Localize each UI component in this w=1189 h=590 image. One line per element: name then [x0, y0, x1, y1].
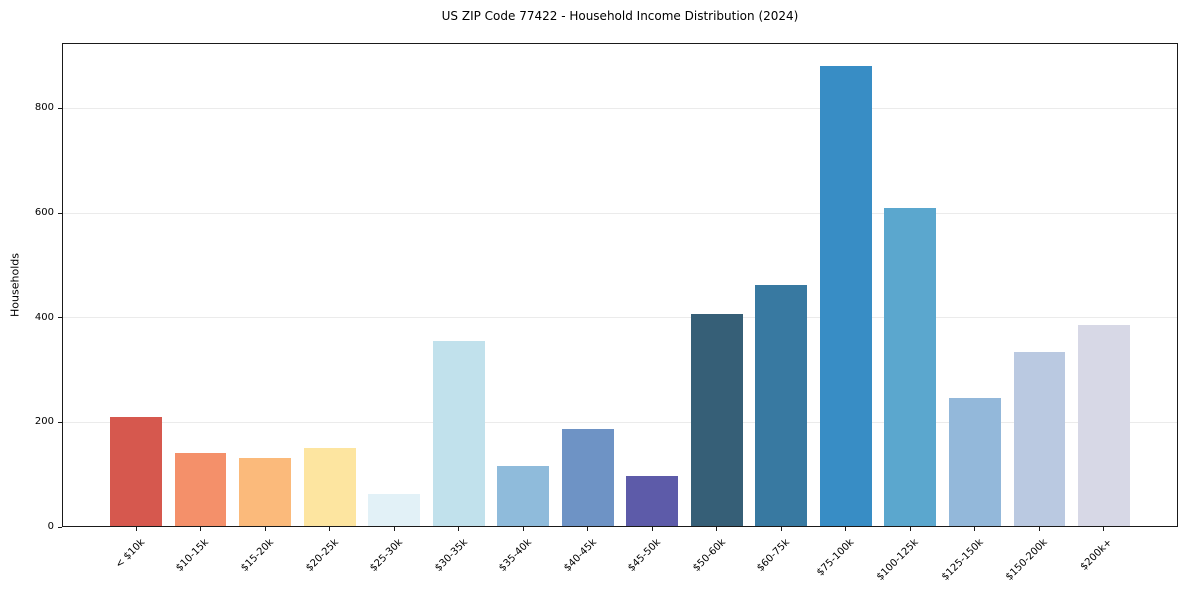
bar-$35-40k — [497, 465, 550, 527]
x-tick-label-$50-60k: $50-60k — [690, 537, 728, 574]
x-tick-$45-50k — [651, 527, 653, 531]
y-tick-200 — [58, 421, 62, 423]
bar-$200k+ — [1078, 325, 1130, 527]
bar-$45-50k — [626, 476, 679, 527]
gridline-y-200 — [62, 421, 1178, 423]
bar-$125-150k — [948, 398, 1001, 527]
bar-< $10k — [110, 416, 162, 527]
y-tick-label-600: 600 — [34, 207, 54, 219]
y-tick-label-0: 0 — [47, 521, 54, 532]
bar-$50-60k — [690, 314, 743, 527]
x-tick-label-$100-125k: $100-125k — [875, 537, 922, 583]
x-tick-$10-15k — [200, 527, 202, 531]
y-tick-600 — [58, 212, 62, 214]
bar-$150-200k — [1013, 352, 1066, 527]
y-tick-label-800: 800 — [34, 102, 54, 114]
x-tick-$200k+ — [1103, 527, 1105, 531]
x-tick-$60-75k — [780, 527, 782, 531]
bar-$20-25k — [303, 448, 356, 527]
gridline-y-600 — [62, 212, 1178, 214]
x-tick-$35-40k — [522, 527, 524, 531]
y-tick-400 — [58, 317, 62, 319]
x-tick-label-$15-20k: $15-20k — [239, 537, 276, 574]
gridline-y-400 — [62, 317, 1178, 319]
x-tick-label-$45-50k: $45-50k — [626, 537, 664, 574]
y-tick-0 — [58, 526, 62, 528]
x-tick-$20-25k — [329, 527, 331, 531]
bar-$100-125k — [884, 208, 937, 527]
x-tick-$50-60k — [716, 527, 718, 531]
x-tick-$30-35k — [458, 527, 460, 531]
x-tick-$150-200k — [1038, 527, 1040, 531]
x-tick-label-$75-100k: $75-100k — [815, 537, 857, 579]
x-tick-$15-20k — [264, 527, 266, 531]
x-tick-label-$60-75k: $60-75k — [755, 537, 793, 574]
x-tick-< $10k — [135, 527, 137, 531]
x-tick-$100-125k — [909, 527, 911, 531]
x-tick-$40-45k — [587, 527, 589, 531]
gridline-y-800 — [62, 107, 1178, 109]
y-tick-label-200: 200 — [34, 416, 54, 428]
x-tick-$25-30k — [393, 527, 395, 531]
x-tick-label-$150-200k: $150-200k — [1004, 537, 1051, 583]
y-tick-label-400: 400 — [34, 311, 54, 323]
bar-$40-45k — [561, 428, 614, 527]
bar-$25-30k — [368, 493, 420, 527]
x-tick-label-$125-150k: $125-150k — [939, 537, 986, 583]
x-tick-label-$25-30k: $25-30k — [368, 537, 406, 574]
x-tick-$75-100k — [845, 527, 847, 531]
y-axis-label: Households — [8, 253, 22, 317]
bar-$30-35k — [432, 340, 485, 527]
x-tick-label-$200k+: $200k+ — [1078, 537, 1115, 573]
bar-$10-15k — [174, 453, 227, 527]
x-tick-label-$10-15k: $10-15k — [174, 537, 212, 574]
x-tick-label-$30-35k: $30-35k — [432, 537, 470, 574]
x-tick-label-$40-45k: $40-45k — [561, 537, 599, 574]
bar-$60-75k — [755, 285, 808, 527]
bar-$75-100k — [819, 66, 872, 527]
x-tick-$125-150k — [974, 527, 976, 531]
x-tick-label-$20-25k: $20-25k — [303, 537, 341, 574]
plot-area — [62, 43, 1178, 527]
x-tick-label-< $10k: < $10k — [113, 537, 147, 571]
bar-$15-20k — [239, 458, 291, 527]
x-tick-label-$35-40k: $35-40k — [497, 537, 535, 574]
y-tick-800 — [58, 107, 62, 109]
chart-title: US ZIP Code 77422 - Household Income Dis… — [441, 9, 799, 23]
